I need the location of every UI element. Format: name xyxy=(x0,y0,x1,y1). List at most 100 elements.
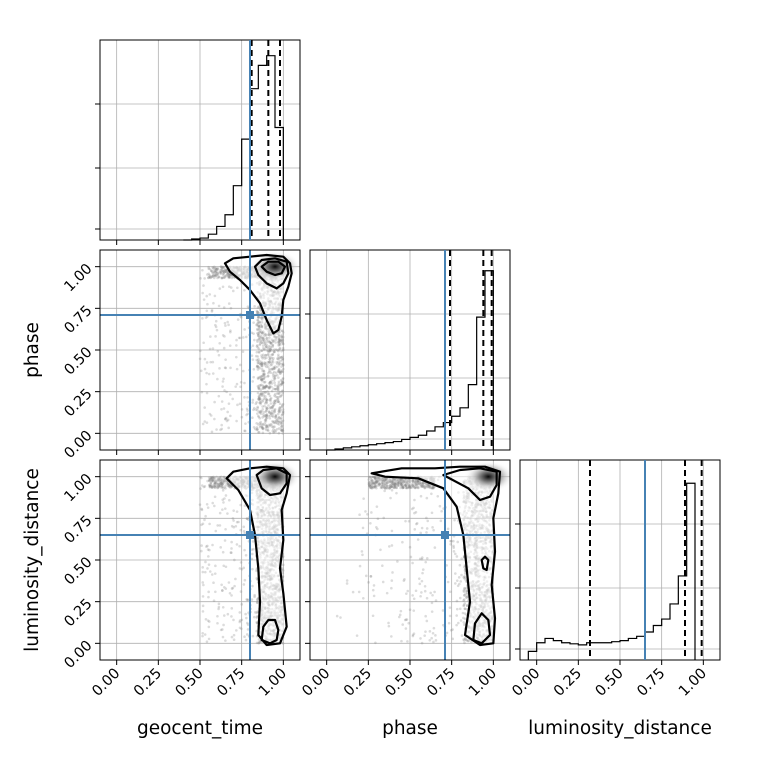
sample-point xyxy=(376,527,379,531)
sample-point xyxy=(219,475,223,479)
sample-point xyxy=(388,480,392,483)
sample-point xyxy=(274,399,278,402)
sample-point xyxy=(269,412,273,416)
sample-point xyxy=(258,320,262,324)
sample-point xyxy=(244,612,247,616)
sample-point xyxy=(274,421,277,425)
sample-point xyxy=(214,319,218,323)
x-tick-label: 0.50 xyxy=(173,666,207,700)
sample-point xyxy=(265,408,268,411)
sample-point xyxy=(388,478,391,482)
sample-point xyxy=(276,332,279,336)
sample-point xyxy=(268,380,272,384)
sample-point xyxy=(265,398,268,401)
sample-point xyxy=(252,408,255,412)
sample-point xyxy=(419,481,422,485)
sample-point xyxy=(255,426,259,429)
sample-point xyxy=(229,414,232,418)
sample-point xyxy=(210,310,214,313)
sample-point xyxy=(219,270,222,274)
sample-point xyxy=(464,637,467,641)
sample-point xyxy=(275,360,279,364)
sample-point xyxy=(268,358,271,361)
sample-point xyxy=(209,276,213,279)
sample-point xyxy=(227,272,231,276)
sample-point xyxy=(261,405,264,408)
sample-point xyxy=(417,577,421,580)
sample-point xyxy=(262,410,266,414)
sample-point xyxy=(267,370,271,374)
sample-point xyxy=(243,504,247,507)
sample-point xyxy=(219,482,223,485)
sample-point xyxy=(358,513,361,516)
sample-point xyxy=(201,291,204,295)
sample-point xyxy=(335,614,339,618)
sample-point xyxy=(266,340,270,344)
sample-point xyxy=(447,621,451,625)
sample-point xyxy=(198,349,202,353)
sample-point xyxy=(200,507,203,511)
sample-point xyxy=(415,522,418,526)
sample-point xyxy=(373,477,377,480)
sample-point xyxy=(420,641,424,645)
sample-point xyxy=(212,271,216,274)
sample-point xyxy=(226,481,230,485)
sample-point xyxy=(368,484,372,488)
sample-point xyxy=(219,483,223,487)
sample-point xyxy=(361,526,365,530)
sample-point xyxy=(265,338,268,342)
sample-point xyxy=(256,332,260,335)
sample-point xyxy=(264,397,267,400)
sample-point xyxy=(377,480,380,484)
sample-point xyxy=(257,410,261,414)
sample-point xyxy=(260,355,264,359)
sample-point xyxy=(281,575,285,578)
sample-point xyxy=(452,550,456,553)
sample-point xyxy=(280,424,284,427)
sample-point xyxy=(253,427,257,431)
sample-point xyxy=(401,485,405,489)
sample-point xyxy=(257,357,260,361)
sample-point xyxy=(241,350,245,353)
sample-point xyxy=(277,362,281,365)
sample-point xyxy=(423,589,427,593)
sample-point xyxy=(207,590,210,594)
sample-point xyxy=(263,381,266,384)
sample-point xyxy=(275,365,279,369)
sample-point xyxy=(260,349,263,353)
sample-point xyxy=(404,484,408,487)
sample-point xyxy=(221,276,224,280)
sample-point xyxy=(276,412,280,416)
sample-point xyxy=(265,401,269,405)
sample-point xyxy=(206,567,209,570)
sample-point xyxy=(207,476,211,479)
sample-point xyxy=(221,489,225,492)
sample-point xyxy=(266,385,269,388)
sample-point xyxy=(232,519,235,522)
sample-point xyxy=(260,410,264,413)
sample-point xyxy=(390,482,393,486)
sample-point xyxy=(262,423,265,426)
contour-level-1 xyxy=(442,467,498,502)
sample-point xyxy=(263,362,267,366)
x-axis-label-phase: phase xyxy=(382,718,438,739)
sample-point xyxy=(257,423,260,426)
sample-point xyxy=(260,375,264,378)
sample-point xyxy=(208,485,212,488)
sample-point xyxy=(274,374,277,378)
sample-point xyxy=(428,485,432,489)
sample-point xyxy=(261,346,265,350)
sample-point xyxy=(236,318,240,321)
sample-point xyxy=(226,482,230,486)
sample-point xyxy=(207,276,210,280)
sample-point xyxy=(462,599,465,602)
sample-point xyxy=(402,579,406,582)
sample-point xyxy=(259,339,263,342)
sample-point xyxy=(228,483,231,487)
sample-point xyxy=(221,478,224,481)
sample-point xyxy=(419,482,422,485)
sample-point xyxy=(212,479,215,482)
sample-point xyxy=(269,423,272,426)
sample-point xyxy=(229,551,233,554)
sample-point xyxy=(416,481,420,484)
